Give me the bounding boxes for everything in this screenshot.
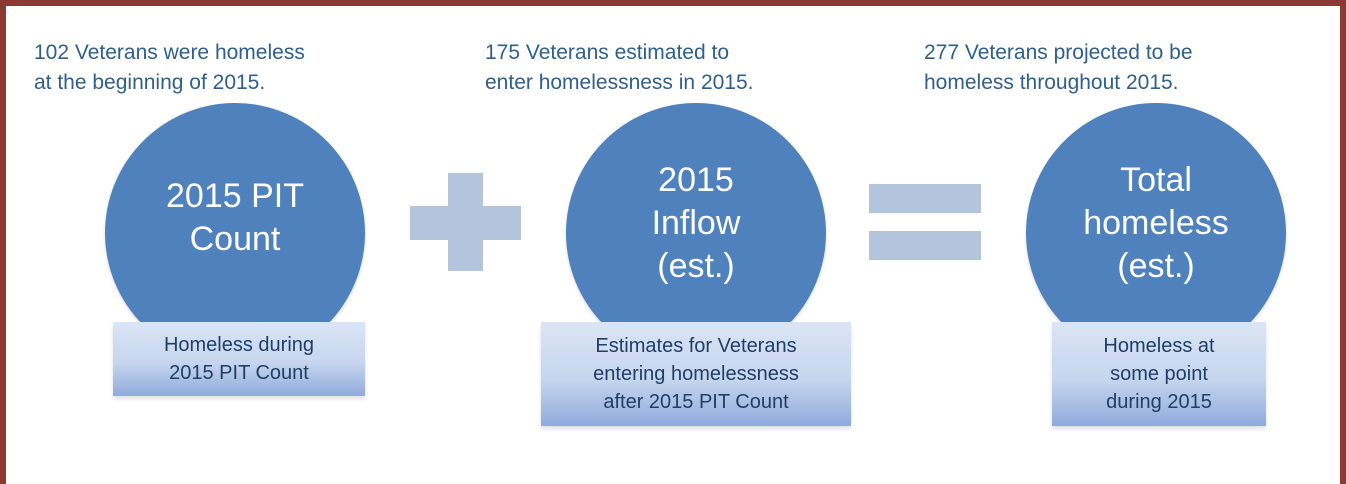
circle-pit-count: 2015 PIT Count bbox=[105, 103, 365, 363]
box-inflow-description: Estimates for Veterans entering homeless… bbox=[541, 322, 851, 426]
box-pit-count-text: Homeless during 2015 PIT Count bbox=[163, 334, 315, 384]
circle-inflow-label: 2015 Inflow (est.) bbox=[651, 160, 741, 285]
box-inflow-text: Estimates for Veterans entering homeless… bbox=[593, 335, 799, 413]
circle-total-homeless: Total homeless (est.) bbox=[1026, 103, 1286, 363]
box-total-description: Homeless at some point during 2015 bbox=[1052, 322, 1266, 426]
caption-inflow: 175 Veterans estimated to enter homeless… bbox=[485, 41, 754, 94]
box-pit-count-description: Homeless during 2015 PIT Count bbox=[113, 322, 365, 396]
circle-inflow: 2015 Inflow (est.) bbox=[566, 103, 826, 363]
circle-pit-count-label: 2015 PIT Count bbox=[166, 177, 304, 258]
caption-pit-count: 102 Veterans were homeless at the beginn… bbox=[34, 41, 305, 94]
equals-icon-bottom-bar bbox=[869, 231, 981, 260]
circle-total-homeless-label: Total homeless (est.) bbox=[1083, 160, 1229, 285]
caption-total: 277 Veterans projected to be homeless th… bbox=[924, 41, 1193, 94]
plus-icon-vertical-bar bbox=[448, 173, 483, 271]
equals-icon-top-bar bbox=[869, 184, 981, 213]
box-total-text: Homeless at some point during 2015 bbox=[1103, 335, 1215, 413]
